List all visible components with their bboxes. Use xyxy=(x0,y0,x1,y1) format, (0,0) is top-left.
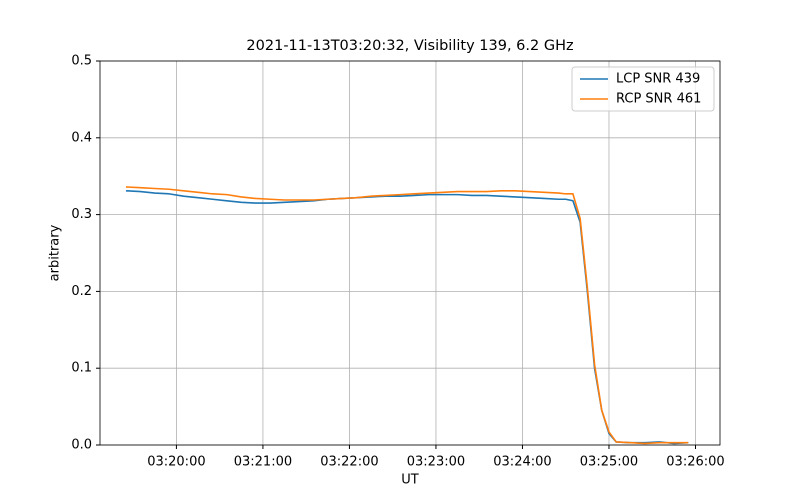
legend-box xyxy=(571,66,715,112)
x-axis-label: UT xyxy=(401,473,419,488)
y-tick-label: 0.3 xyxy=(71,207,92,222)
axes-frame xyxy=(99,60,721,446)
y-tick-label: 0.2 xyxy=(71,284,92,299)
plot xyxy=(125,186,689,445)
legend: LCP SNR 439 RCP SNR 461 xyxy=(571,66,715,112)
y-tick-label: 0.0 xyxy=(71,438,92,453)
grid xyxy=(100,60,720,446)
x-tick-label: 03:26:00 xyxy=(666,455,724,470)
x-tick-label: 03:20:00 xyxy=(147,455,205,470)
x-tick-label: 03:24:00 xyxy=(493,455,551,470)
x-tick-label: 03:21:00 xyxy=(234,455,292,470)
x-tick-label: 03:25:00 xyxy=(580,455,638,470)
y-axis-label: arbitrary xyxy=(48,224,63,281)
legend-label: RCP SNR 461 xyxy=(616,92,701,107)
y-tick-label: 0.4 xyxy=(71,130,92,145)
y-tick-label: 0.1 xyxy=(71,361,92,376)
chart-title: 2021-11-13T03:20:32, Visibility 139, 6.2… xyxy=(246,38,573,54)
legend-label: LCP SNR 439 xyxy=(616,72,700,87)
x-tick-label: 03:22:00 xyxy=(320,455,378,470)
x-tick-label: 03:23:00 xyxy=(407,455,465,470)
y-tick-label: 0.5 xyxy=(71,54,92,69)
series-line xyxy=(125,186,689,445)
